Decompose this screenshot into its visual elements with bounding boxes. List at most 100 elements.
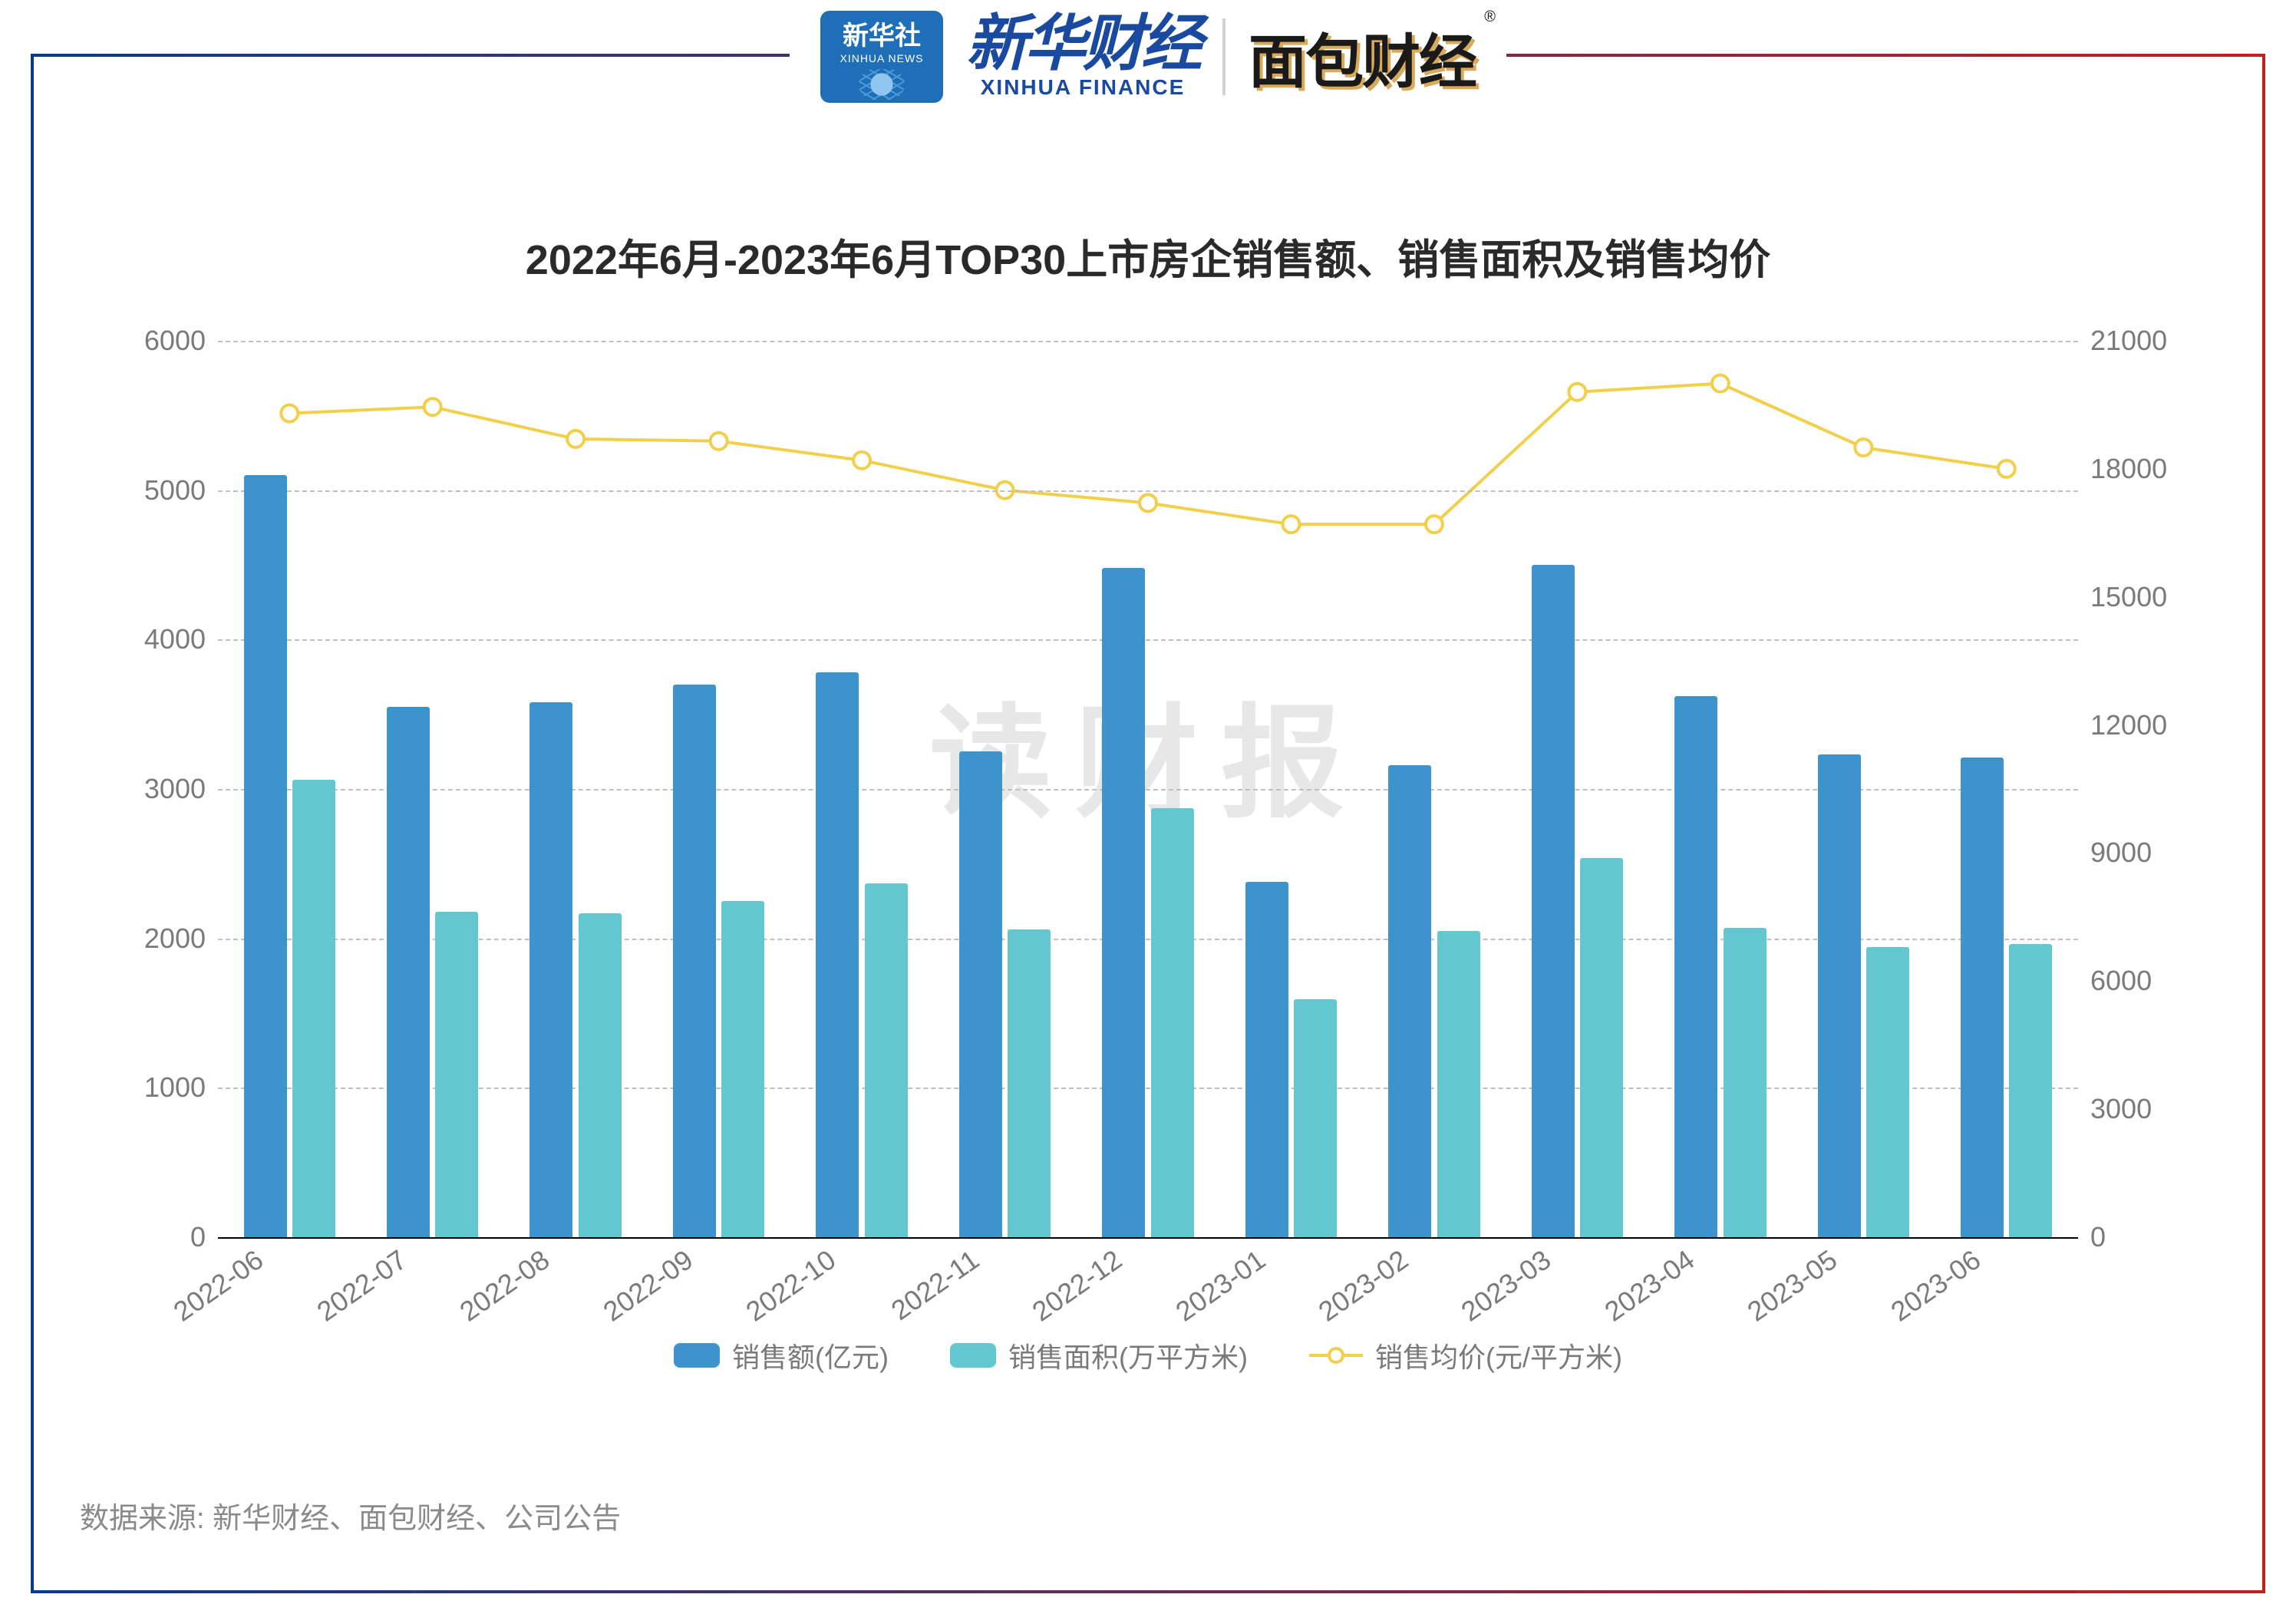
ytick-left: 4000 — [134, 623, 218, 655]
bar-sales-amount — [673, 685, 716, 1237]
chart-title: 2022年6月-2023年6月TOP30上市房企销售额、销售面积及销售均价 — [34, 226, 2262, 286]
x-category-label: 2023-04 — [1598, 1243, 1700, 1328]
bar-sales-amount — [529, 702, 572, 1237]
x-category-label: 2022-08 — [454, 1243, 556, 1328]
ytick-left: 3000 — [134, 773, 218, 805]
avg-price-marker — [567, 431, 584, 447]
ytick-right: 3000 — [2078, 1093, 2178, 1125]
bar-sales-amount — [816, 672, 859, 1237]
bar-sales-amount — [1102, 568, 1145, 1237]
avg-price-marker — [1855, 439, 1872, 456]
legend-item-sales-amount: 销售额(亿元) — [674, 1335, 889, 1375]
bar-sales-area — [1437, 931, 1480, 1237]
axis-baseline — [218, 1237, 2078, 1239]
avg-price-marker — [711, 433, 727, 450]
bar-sales-amount — [1532, 565, 1575, 1237]
bar-sales-amount — [244, 475, 287, 1237]
gridline — [218, 490, 2078, 492]
bar-sales-amount — [959, 751, 1002, 1237]
xhf-en: XINHUA FINANCE — [981, 75, 1186, 100]
ytick-left: 0 — [134, 1221, 218, 1253]
x-category-label: 2023-01 — [1169, 1243, 1271, 1328]
bar-sales-area — [1151, 808, 1194, 1237]
header-logos: 新华社 XINHUA NEWS 新华财经 XINHUA FINANCE 面包财经… — [34, 3, 2262, 111]
xinhua-finance-logo: 新华财经 XINHUA FINANCE — [966, 14, 1199, 100]
ytick-right: 15000 — [2078, 581, 2178, 613]
avg-price-marker — [1426, 516, 1443, 533]
mbcj-text: 面包财经 — [1249, 30, 1476, 95]
gridline — [218, 341, 2078, 342]
avg-price-marker — [1569, 384, 1585, 401]
mbcj-logo: 面包财经 ® — [1249, 15, 1476, 99]
registered-icon: ® — [1484, 8, 1494, 26]
chart-area: 读财报 010002000300040005000600003000600090… — [126, 341, 2170, 1237]
bar-sales-amount — [1388, 765, 1431, 1237]
avg-price-marker — [281, 405, 298, 422]
bar-sales-area — [721, 901, 764, 1237]
x-category-label: 2022-12 — [1027, 1243, 1128, 1328]
ytick-right: 6000 — [2078, 965, 2178, 997]
bar-sales-area — [435, 912, 478, 1237]
divider-icon — [1222, 18, 1226, 95]
ytick-right: 12000 — [2078, 709, 2178, 741]
x-category-label: 2023-06 — [1885, 1243, 1986, 1328]
avg-price-marker — [1712, 375, 1729, 392]
bar-sales-amount — [1961, 758, 2004, 1237]
avg-price-marker — [1140, 494, 1156, 511]
bar-sales-area — [1294, 999, 1337, 1237]
legend-label: 销售均价(元/平方米) — [1375, 1335, 1622, 1375]
xinhua-en: XINHUA NEWS — [840, 52, 923, 64]
bar-sales-area — [292, 780, 335, 1237]
avg-price-marker — [1282, 516, 1299, 533]
legend-label: 销售面积(万平方米) — [1008, 1335, 1248, 1375]
bar-sales-area — [865, 883, 908, 1237]
bar-sales-area — [1724, 928, 1767, 1237]
legend-item-sales-area: 销售面积(万平方米) — [950, 1335, 1248, 1375]
bar-sales-amount — [387, 707, 430, 1237]
swatch-bar-icon — [674, 1343, 720, 1368]
bar-sales-amount — [1245, 882, 1288, 1237]
xinhua-cn: 新华社 — [843, 15, 921, 52]
bar-sales-amount — [1674, 696, 1717, 1237]
bar-sales-area — [579, 913, 622, 1237]
gridline — [218, 639, 2078, 641]
gridline — [218, 1088, 2078, 1089]
header-inner: 新华社 XINHUA NEWS 新华财经 XINHUA FINANCE 面包财经… — [790, 11, 1506, 103]
swatch-bar-icon — [950, 1343, 996, 1368]
avg-price-marker — [1998, 460, 2015, 477]
avg-price-marker — [853, 452, 870, 469]
data-source-text: 数据来源: 新华财经、面包财经、公司公告 — [80, 1494, 621, 1537]
bar-sales-area — [1008, 929, 1051, 1237]
x-category-label: 2022-07 — [311, 1243, 412, 1328]
outer-frame: 新华社 XINHUA NEWS 新华财经 XINHUA FINANCE 面包财经… — [31, 54, 2265, 1593]
globe-icon — [859, 69, 905, 100]
ytick-left: 1000 — [134, 1071, 218, 1104]
legend-item-avg-price: 销售均价(元/平方米) — [1309, 1335, 1622, 1375]
ytick-left: 6000 — [134, 325, 218, 357]
ytick-right: 9000 — [2078, 837, 2178, 869]
ytick-left: 2000 — [134, 923, 218, 955]
bar-sales-area — [2009, 944, 2052, 1237]
x-category-label: 2022-09 — [597, 1243, 698, 1328]
x-category-label: 2023-02 — [1312, 1243, 1414, 1328]
avg-price-marker — [424, 398, 441, 415]
bar-sales-area — [1866, 947, 1909, 1237]
xinhua-news-logo: 新华社 XINHUA NEWS — [820, 11, 943, 103]
bar-sales-amount — [1818, 754, 1861, 1237]
ytick-right: 0 — [2078, 1221, 2178, 1253]
ytick-left: 5000 — [134, 474, 218, 507]
legend-label: 销售额(亿元) — [732, 1335, 889, 1375]
swatch-line-icon — [1309, 1354, 1363, 1357]
ytick-right: 18000 — [2078, 453, 2178, 485]
plot-region: 读财报 010002000300040005000600003000600090… — [218, 341, 2078, 1237]
gridline — [218, 939, 2078, 940]
x-category-label: 2022-06 — [168, 1243, 269, 1328]
bar-sales-area — [1580, 858, 1623, 1237]
xhf-cn: 新华财经 — [966, 14, 1199, 75]
gridline — [218, 789, 2078, 791]
ytick-right: 21000 — [2078, 325, 2178, 357]
x-category-label: 2022-10 — [741, 1243, 842, 1328]
x-category-label: 2022-11 — [885, 1243, 985, 1327]
legend: 销售额(亿元) 销售面积(万平方米) 销售均价(元/平方米) — [34, 1335, 2262, 1375]
x-category-label: 2023-05 — [1742, 1243, 1843, 1328]
